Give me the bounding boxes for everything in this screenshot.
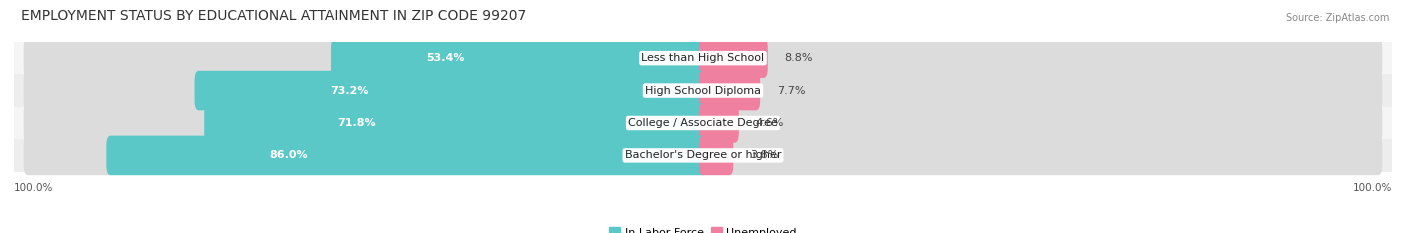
- FancyBboxPatch shape: [24, 136, 1382, 175]
- Text: Source: ZipAtlas.com: Source: ZipAtlas.com: [1286, 13, 1389, 23]
- FancyBboxPatch shape: [699, 38, 768, 78]
- FancyBboxPatch shape: [24, 71, 1382, 110]
- FancyBboxPatch shape: [194, 71, 707, 110]
- FancyBboxPatch shape: [107, 136, 707, 175]
- Text: Bachelor's Degree or higher: Bachelor's Degree or higher: [624, 150, 782, 160]
- FancyBboxPatch shape: [24, 103, 1382, 143]
- Bar: [14, 42, 1392, 74]
- Bar: [14, 107, 1392, 139]
- FancyBboxPatch shape: [330, 38, 707, 78]
- Text: 4.6%: 4.6%: [755, 118, 783, 128]
- Text: Less than High School: Less than High School: [641, 53, 765, 63]
- FancyBboxPatch shape: [204, 103, 707, 143]
- Text: College / Associate Degree: College / Associate Degree: [628, 118, 778, 128]
- FancyBboxPatch shape: [699, 136, 734, 175]
- Text: 3.8%: 3.8%: [749, 150, 779, 160]
- Legend: In Labor Force, Unemployed: In Labor Force, Unemployed: [605, 223, 801, 233]
- Text: 71.8%: 71.8%: [337, 118, 375, 128]
- Bar: [14, 74, 1392, 107]
- Text: High School Diploma: High School Diploma: [645, 86, 761, 96]
- Text: 73.2%: 73.2%: [330, 86, 370, 96]
- Text: 100.0%: 100.0%: [1353, 183, 1392, 193]
- Text: 100.0%: 100.0%: [14, 183, 53, 193]
- FancyBboxPatch shape: [699, 71, 761, 110]
- Text: 7.7%: 7.7%: [776, 86, 806, 96]
- FancyBboxPatch shape: [24, 38, 1382, 78]
- Text: EMPLOYMENT STATUS BY EDUCATIONAL ATTAINMENT IN ZIP CODE 99207: EMPLOYMENT STATUS BY EDUCATIONAL ATTAINM…: [21, 9, 526, 23]
- Text: 8.8%: 8.8%: [785, 53, 813, 63]
- Text: 86.0%: 86.0%: [269, 150, 308, 160]
- Bar: [14, 139, 1392, 172]
- FancyBboxPatch shape: [699, 103, 738, 143]
- Text: 53.4%: 53.4%: [426, 53, 465, 63]
